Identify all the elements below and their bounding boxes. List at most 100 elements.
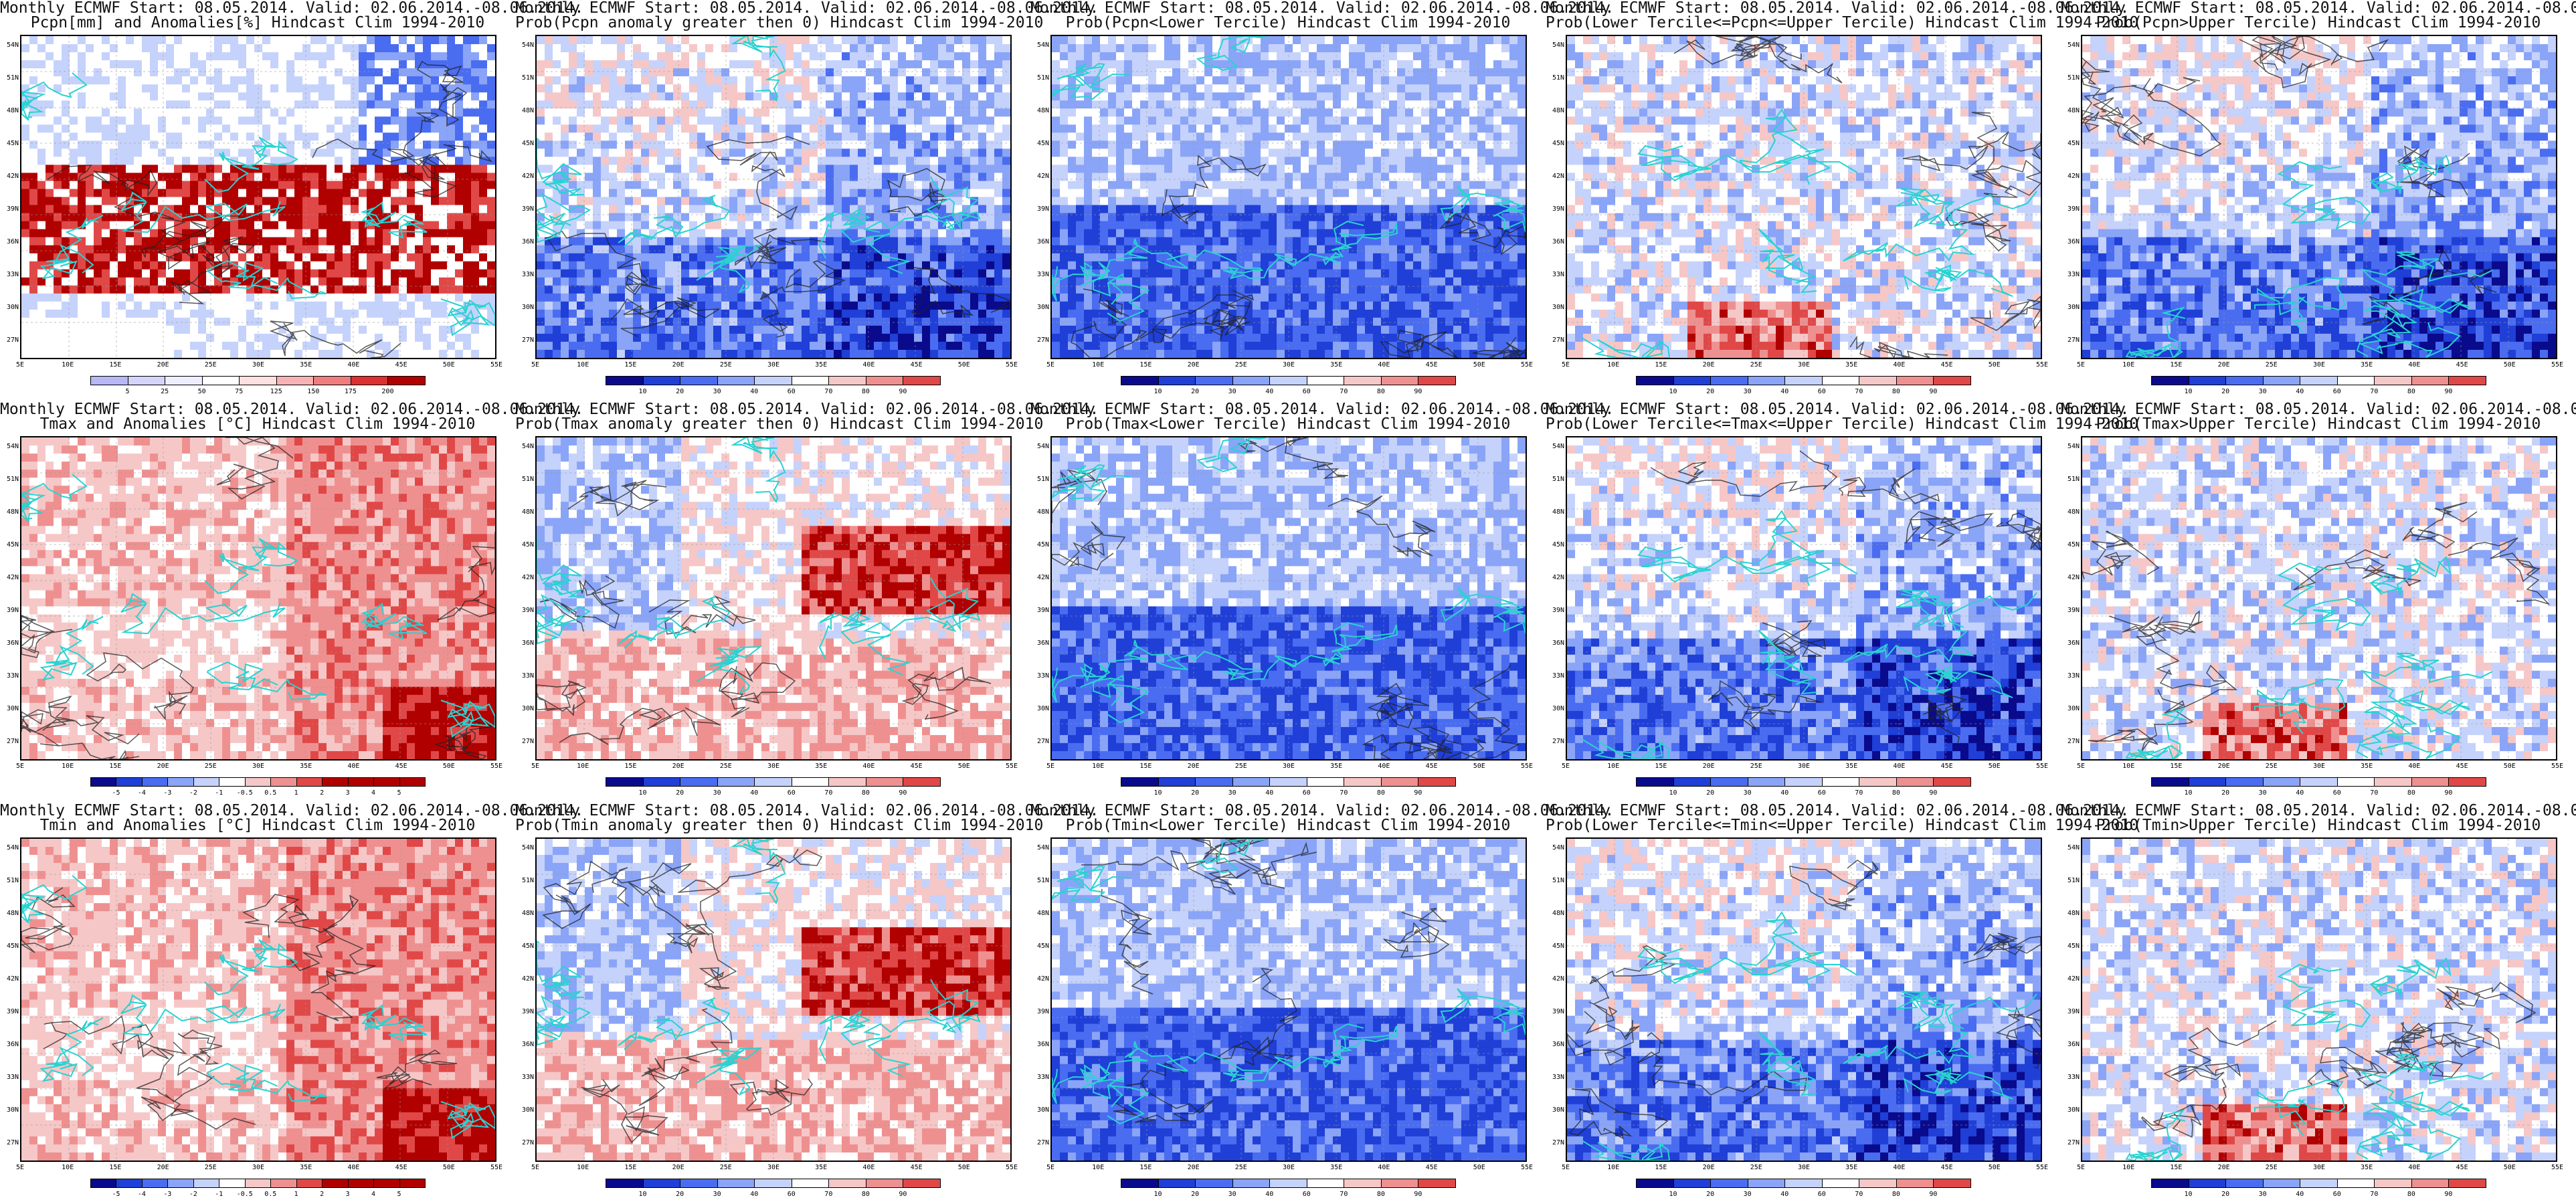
colorbar-tick-label: 30 bbox=[1744, 1191, 1752, 1198]
longitude-label: 20E bbox=[672, 1164, 684, 1171]
longitude-label: 10E bbox=[1607, 361, 1619, 369]
colorbar bbox=[2151, 1179, 2486, 1188]
longitude-label: 5E bbox=[531, 361, 539, 369]
colorbar-tick-label: 90 bbox=[2444, 1191, 2452, 1198]
colorbar-segment bbox=[2188, 376, 2227, 385]
longitude-label: 15E bbox=[1139, 361, 1152, 369]
latitude-label: 30N bbox=[1, 304, 19, 311]
latitude-label: 51N bbox=[517, 74, 534, 82]
longitude-label: 5E bbox=[2077, 1164, 2085, 1171]
latitude-label: 39N bbox=[1547, 205, 1564, 213]
colorbar-segment bbox=[754, 777, 792, 787]
longitude-label: 5E bbox=[2077, 763, 2085, 770]
colorbar-tick-label: 10 bbox=[639, 1191, 647, 1198]
longitude-label: 10E bbox=[1092, 361, 1104, 369]
colorbar-tick-label: 30 bbox=[713, 388, 721, 395]
longitude-label: 35E bbox=[815, 1164, 827, 1171]
longitude-label: 15E bbox=[1139, 763, 1152, 770]
latitude-label: 30N bbox=[1032, 1106, 1049, 1114]
colorbar-tick-label: 10 bbox=[2185, 1191, 2193, 1198]
map-panel: Monthly ECMWF Start: 08.05.2014. Valid: … bbox=[515, 803, 1099, 1204]
longitude-label: 55E bbox=[2551, 361, 2563, 369]
latitude-label: 33N bbox=[1032, 271, 1049, 278]
latitude-label: 33N bbox=[2062, 271, 2080, 278]
latitude-label: 36N bbox=[2062, 238, 2080, 245]
colorbar-segment bbox=[1195, 777, 1233, 787]
colorbar-segment bbox=[193, 777, 220, 787]
longitude-label: 45E bbox=[911, 1164, 923, 1171]
panel-title-line1: Monthly ECMWF Start: 08.05.2014. Valid: … bbox=[2061, 401, 2576, 417]
colorbar-segment bbox=[167, 777, 194, 787]
colorbar-segment bbox=[90, 1179, 117, 1188]
longitude-label: 30E bbox=[1798, 361, 1810, 369]
longitude-label: 15E bbox=[109, 763, 121, 770]
longitude-label: 25E bbox=[720, 1164, 732, 1171]
colorbar-tick-label: 20 bbox=[676, 1191, 684, 1198]
latitude-label: 27N bbox=[517, 336, 534, 344]
longitude-label: 55E bbox=[1521, 1164, 1533, 1171]
colorbar-tick-label: 40 bbox=[750, 789, 758, 797]
colorbar-segment bbox=[903, 1179, 941, 1188]
colorbar-segment bbox=[642, 1179, 681, 1188]
longitude-label: 35E bbox=[2361, 1164, 2373, 1171]
latitude-label: 30N bbox=[1547, 705, 1564, 712]
latitude-label: 48N bbox=[1032, 107, 1049, 114]
colorbar-segment bbox=[2262, 1179, 2301, 1188]
latitude-label: 51N bbox=[1, 74, 19, 82]
colorbar-tick-label: 30 bbox=[1744, 789, 1752, 797]
colorbar-tick-label: 60 bbox=[1303, 1191, 1311, 1198]
colorbar-tick-label: -4 bbox=[138, 789, 146, 797]
colorbar-tick-label: 60 bbox=[788, 388, 796, 395]
latitude-label: 54N bbox=[1547, 844, 1564, 851]
panel-title-line2: Prob(Lower Tercile<=Tmax<=Upper Tercile)… bbox=[1546, 416, 2138, 432]
latitude-label: 54N bbox=[2062, 844, 2080, 851]
colorbar-segment bbox=[2188, 777, 2227, 787]
map-panel: Monthly ECMWF Start: 08.05.2014. Valid: … bbox=[0, 401, 583, 803]
longitude-label: 15E bbox=[2170, 763, 2182, 770]
longitude-label: 15E bbox=[1655, 1164, 1667, 1171]
latitude-label: 27N bbox=[2062, 336, 2080, 344]
latitude-label: 39N bbox=[2062, 1008, 2080, 1015]
latitude-label: 54N bbox=[1, 443, 19, 450]
colorbar-tick-label: 60 bbox=[1818, 1191, 1826, 1198]
colorbar-tick-label: 2 bbox=[320, 789, 324, 797]
longitude-label: 20E bbox=[1703, 763, 1715, 770]
colorbar-tick-label: 80 bbox=[2407, 1191, 2415, 1198]
longitude-label: 30E bbox=[2313, 1164, 2325, 1171]
longitude-label: 55E bbox=[1006, 1164, 1018, 1171]
longitude-label: 15E bbox=[624, 1164, 636, 1171]
longitude-label: 40E bbox=[2408, 1164, 2420, 1171]
longitude-label: 40E bbox=[347, 1164, 359, 1171]
colorbar-segment bbox=[680, 777, 718, 787]
latitude-label: 51N bbox=[2062, 877, 2080, 884]
longitude-label: 5E bbox=[1046, 1164, 1054, 1171]
colorbar bbox=[1121, 376, 1456, 385]
longitude-label: 25E bbox=[1750, 763, 1762, 770]
longitude-label: 20E bbox=[157, 763, 169, 770]
colorbar-tick-label: 20 bbox=[2221, 1191, 2229, 1198]
longitude-label: 50E bbox=[1989, 1164, 2001, 1171]
colorbar-tick-label: 5 bbox=[397, 789, 401, 797]
colorbar-segment bbox=[828, 1179, 866, 1188]
colorbar-segment bbox=[828, 777, 866, 787]
colorbar-tick-label: 80 bbox=[1377, 789, 1385, 797]
map-panel: Monthly ECMWF Start: 08.05.2014. Valid: … bbox=[2061, 803, 2576, 1204]
panel-title-line1: Monthly ECMWF Start: 08.05.2014. Valid: … bbox=[2061, 803, 2576, 819]
colorbar-tick-label: -0.5 bbox=[237, 789, 253, 797]
colorbar-segment bbox=[387, 376, 426, 385]
latitude-label: 54N bbox=[1547, 443, 1564, 450]
colorbar-segment bbox=[1195, 376, 1233, 385]
colorbar-segment bbox=[399, 1179, 426, 1188]
map-panel: Monthly ECMWF Start: 08.05.2014. Valid: … bbox=[1546, 803, 2138, 1204]
latitude-label: 45N bbox=[1, 140, 19, 147]
latitude-label: 48N bbox=[2062, 910, 2080, 917]
latitude-label: 36N bbox=[517, 1041, 534, 1048]
longitude-label: 40E bbox=[1378, 361, 1390, 369]
longitude-label: 35E bbox=[1330, 361, 1342, 369]
longitude-label: 15E bbox=[109, 361, 121, 369]
longitude-label: 55E bbox=[2551, 763, 2563, 770]
longitude-label: 5E bbox=[531, 1164, 539, 1171]
latitude-label: 33N bbox=[1, 1074, 19, 1081]
colorbar-segment bbox=[2336, 1179, 2375, 1188]
colorbar-tick-label: 4 bbox=[371, 789, 375, 797]
